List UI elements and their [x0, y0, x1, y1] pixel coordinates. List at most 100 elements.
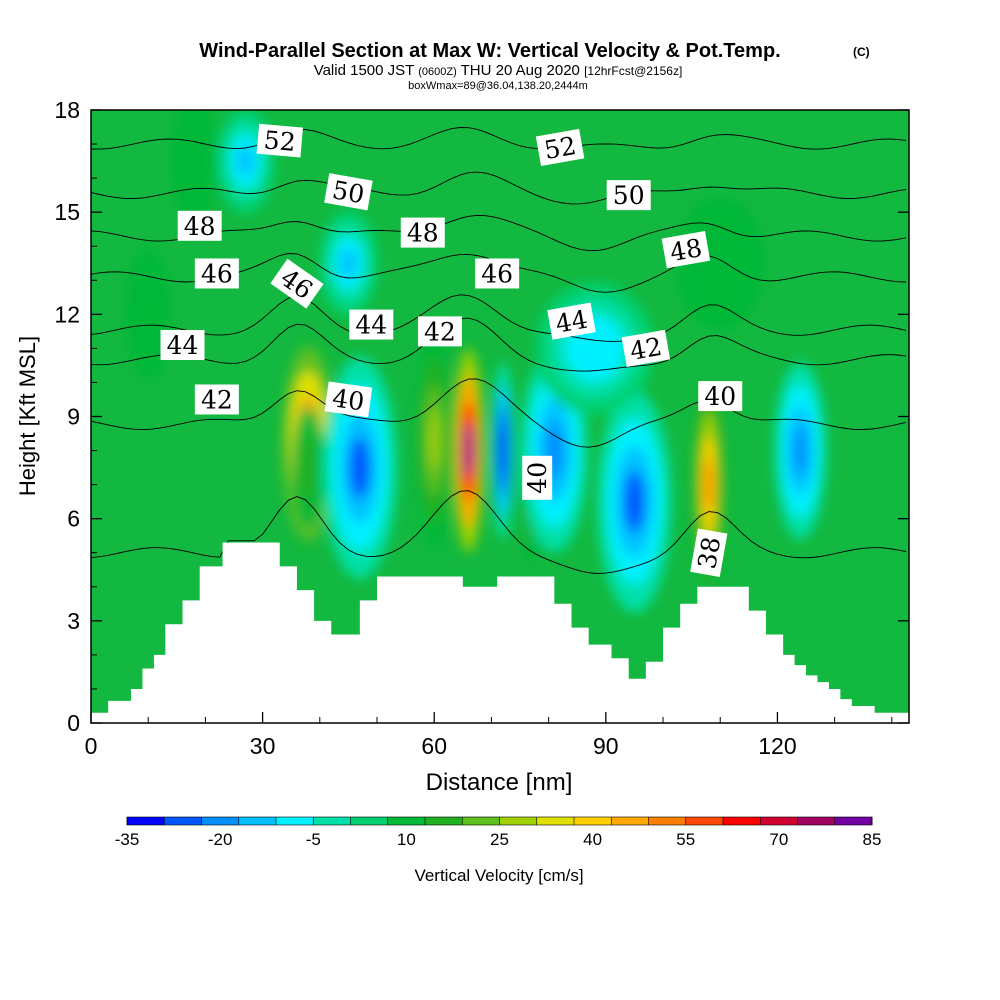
subtitle-part-fcst: [12hrFcst@2156z] [584, 64, 682, 78]
y-tick-label: 0 [67, 710, 80, 736]
x-tick-label: 120 [758, 733, 796, 759]
theta-contour-label: 48 [177, 210, 222, 241]
colorbar-segment [387, 817, 426, 825]
colorbar-label: Vertical Velocity [cm/s] [414, 866, 583, 885]
theta-label-box [698, 381, 743, 412]
colorbar-segment [760, 817, 798, 825]
colorbar-segment [499, 817, 538, 825]
theta-contour-label: 52 [256, 123, 303, 158]
theta-label-text: 42 [201, 385, 233, 414]
theta-contour-label: 50 [606, 180, 651, 211]
colorbar-segment [723, 817, 761, 825]
theta-label-box [270, 258, 324, 309]
theta-contour-label: 42 [194, 384, 239, 415]
colorbar-segment [685, 817, 724, 825]
subtitle-part-valid: Valid 1500 JST [314, 62, 419, 79]
theta-contour-label: 44 [547, 302, 596, 340]
theta-contour-label: 44 [160, 329, 205, 360]
theta-label-text: 48 [407, 219, 439, 248]
x-tick-label: 30 [250, 733, 276, 759]
theta-label-text: 48 [668, 233, 704, 267]
theta-label-text: 40 [523, 462, 552, 494]
theta-label-text: 38 [692, 535, 726, 571]
colorbar-segment [201, 817, 240, 825]
theta-contour-line [91, 378, 907, 448]
x-tick-label: 90 [593, 733, 619, 759]
theta-contour-label: 52 [535, 128, 585, 167]
velocity-cell [340, 248, 357, 279]
colorbar-tick-label: 10 [397, 830, 416, 849]
theta-contour-line [91, 171, 907, 205]
x-tick-label: 0 [85, 733, 98, 759]
theta-contour-label: 44 [349, 309, 394, 340]
theta-label-box [621, 329, 671, 367]
x-tick-label: 60 [421, 733, 447, 759]
chart-subtitle-2: boxWmax=89@36.04,138.20,2444m [408, 80, 588, 92]
y-axis-label: Height [Kft MSL] [15, 336, 40, 496]
theta-label-text: 46 [481, 259, 513, 288]
theta-contour-label: 40 [522, 455, 553, 500]
theta-label-text: 44 [167, 331, 199, 360]
colorbar-tick-label: 25 [490, 830, 509, 849]
theta-label-box [535, 128, 585, 167]
theta-label-box [194, 258, 239, 289]
theta-label-box [160, 329, 205, 360]
velocity-cell [624, 470, 645, 533]
velocity-cell [499, 425, 506, 476]
colorbar-segment [164, 817, 202, 825]
chart-title: Wind-Parallel Section at Max W: Vertical… [199, 40, 780, 62]
theta-label-box [690, 528, 728, 577]
theta-label-text: 42 [628, 332, 664, 366]
colorbar-segment [797, 817, 836, 825]
theta-contour-line [91, 317, 907, 372]
theta-contour-label: 38 [690, 528, 728, 577]
theta-contour-label: 48 [661, 231, 711, 269]
colorbar-tick-label: -20 [208, 830, 233, 849]
colorbar-segment [648, 817, 687, 825]
colorbar-segment [462, 817, 500, 825]
colorbar-segment [425, 817, 463, 825]
colorbar-segment [276, 817, 314, 825]
theta-contour-label: 46 [475, 258, 520, 289]
theta-label-text: 40 [704, 382, 736, 411]
colorbar-segment [611, 817, 649, 825]
theta-label-text: 44 [355, 311, 387, 340]
chart-subtitle: Valid 1500 JST (0600Z) THU 20 Aug 2020 [… [314, 62, 683, 79]
theta-label-box [475, 258, 520, 289]
theta-label-box [522, 455, 553, 500]
theta-contour-line [91, 214, 907, 252]
velocity-cell [793, 425, 808, 476]
y-tick-label: 15 [54, 199, 80, 225]
theta-contour-line [91, 294, 907, 342]
x-axis: 0 30 60 90 120 [85, 712, 893, 759]
y-tick-label: 12 [54, 301, 80, 327]
velocity-cell [237, 146, 254, 176]
theta-label-box [417, 316, 462, 347]
velocity-cell [303, 450, 313, 485]
colorbar-segment [834, 817, 873, 825]
theta-contour-line [91, 127, 907, 150]
subtitle-part-date: THU 20 Aug 2020 [457, 62, 584, 79]
theta-contour-label: 42 [621, 329, 671, 367]
theta-label-text: 52 [263, 125, 297, 157]
colorbar: -35 -20 -5 10 25 40 55 70 85 [115, 816, 882, 849]
colorbar-tick-label: 55 [676, 830, 695, 849]
velocity-cell [349, 436, 371, 499]
y-tick-label: 6 [67, 506, 80, 532]
theta-label-box [547, 302, 596, 340]
y-axis: 0 3 6 9 12 15 18 [54, 97, 909, 736]
theta-contour-label: 40 [698, 381, 743, 412]
theta-label-text: 48 [184, 212, 216, 241]
theta-label-text: 42 [424, 317, 456, 346]
colorbar-tick-label: 85 [863, 830, 882, 849]
theta-contour-label: 42 [417, 316, 462, 347]
velocity-cell [187, 142, 201, 180]
velocity-cell [429, 409, 440, 472]
theta-label-box [256, 123, 303, 158]
colorbar-segment [313, 817, 351, 825]
theta-contour-label: 40 [324, 381, 373, 418]
theta-contour-label: 46 [194, 258, 239, 289]
theta-contour-label: 50 [324, 173, 373, 211]
